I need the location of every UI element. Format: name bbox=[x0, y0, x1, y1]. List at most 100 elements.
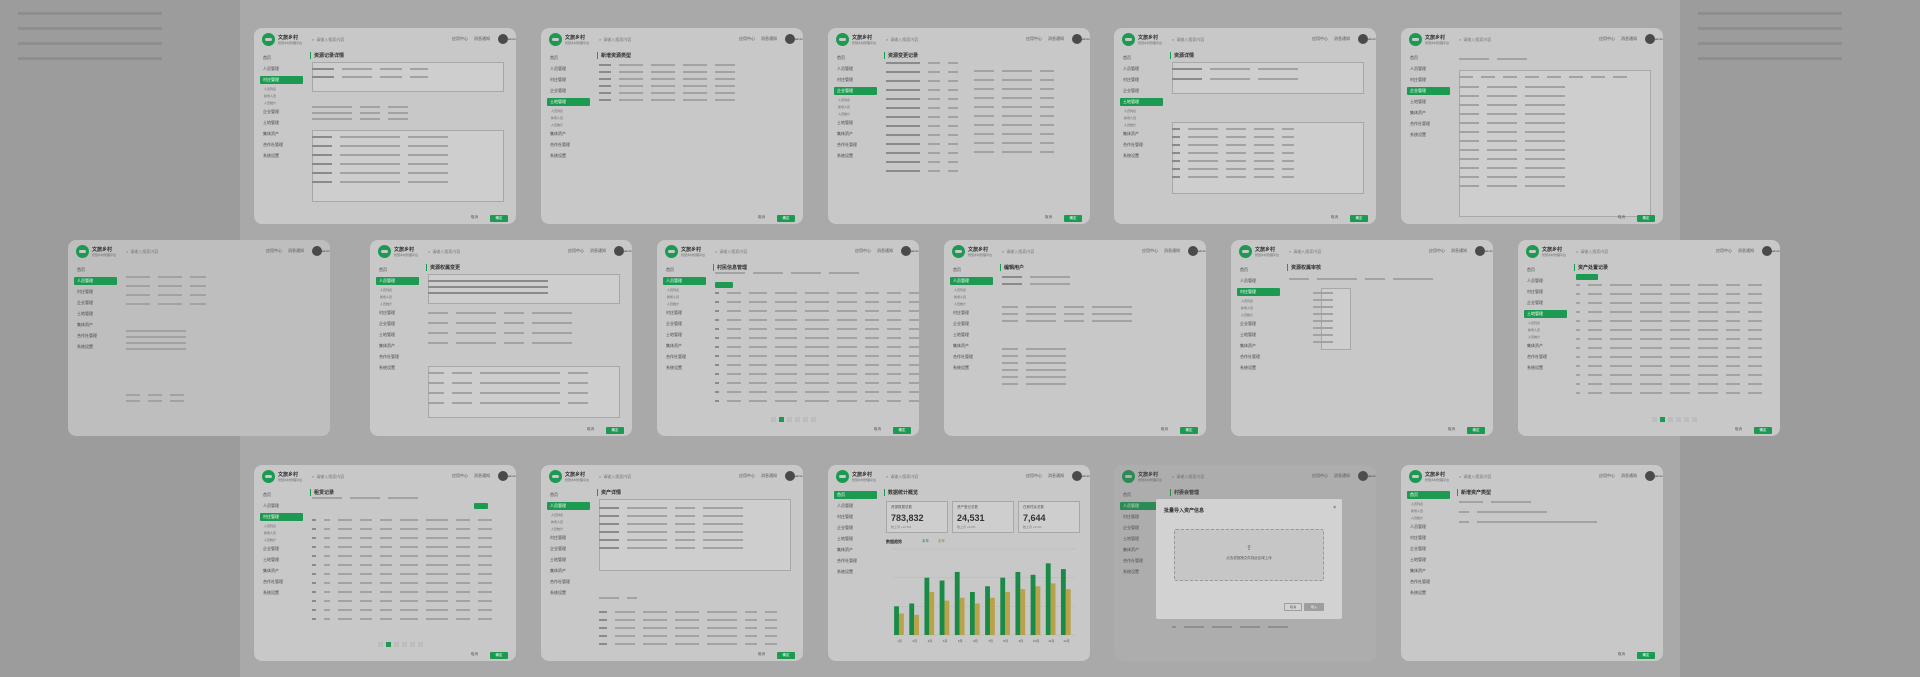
sidebar-item-system[interactable]: 系统设置 bbox=[837, 153, 853, 158]
sidebar-item-enterprise[interactable]: 企业管理 bbox=[550, 88, 566, 93]
app-center-menu[interactable]: 应用中心 bbox=[739, 36, 755, 41]
sidebar-item-village[interactable]: 村庄管理 bbox=[1410, 535, 1426, 540]
bar-current[interactable] bbox=[1000, 577, 1006, 635]
pagination[interactable] bbox=[771, 417, 816, 422]
notification-menu[interactable]: 消息通知 bbox=[1621, 36, 1637, 41]
cancel-button[interactable]: 取消 bbox=[1161, 427, 1168, 431]
sidebar-item-enterprise[interactable]: 企业管理 bbox=[837, 525, 853, 530]
sidebar-item-people[interactable]: 人员管理 bbox=[1123, 66, 1139, 71]
sidebar-item-enterprise[interactable]: 企业管理 bbox=[1410, 546, 1426, 551]
page-button[interactable] bbox=[771, 417, 776, 422]
search-input[interactable]: ⌕ 请输入搜索内容 bbox=[1172, 473, 1234, 480]
bar-previous[interactable] bbox=[1035, 586, 1041, 635]
cancel-button[interactable]: 取消 bbox=[758, 215, 765, 219]
sidebar-subitem[interactable]: 人员列表 bbox=[264, 87, 277, 91]
bar-current[interactable] bbox=[1060, 569, 1066, 635]
sidebar-item-cooperative[interactable]: 合作社管理 bbox=[1123, 558, 1143, 563]
sidebar-item-land[interactable]: 土地管理 bbox=[1240, 332, 1256, 337]
sidebar-subitem[interactable]: 人员统计 bbox=[264, 538, 277, 542]
confirm-button[interactable]: 确定 bbox=[490, 215, 508, 222]
sidebar-subitem[interactable]: 人员列表 bbox=[838, 98, 851, 102]
sidebar-item-system[interactable]: 系统设置 bbox=[1123, 153, 1139, 158]
sidebar-item-people[interactable]: 人员管理 bbox=[376, 277, 419, 285]
sidebar-item-enterprise[interactable]: 企业管理 bbox=[550, 546, 566, 551]
avatar[interactable] bbox=[1072, 34, 1082, 44]
sidebar-item-collective[interactable]: 集体资产 bbox=[379, 343, 395, 348]
sidebar-subitem[interactable]: 新增人员 bbox=[551, 116, 564, 120]
notification-menu[interactable]: 消息通知 bbox=[288, 248, 304, 253]
search-input[interactable]: ⌕ 请输入搜索内容 bbox=[1172, 36, 1234, 43]
sidebar-item-land[interactable]: 土地管理 bbox=[666, 332, 682, 337]
sidebar-subitem[interactable]: 人员统计 bbox=[1124, 123, 1137, 127]
search-input[interactable]: ⌕ 请输入搜索内容 bbox=[1576, 248, 1638, 255]
page-button[interactable] bbox=[795, 417, 800, 422]
pagination[interactable] bbox=[1652, 417, 1697, 422]
sidebar-item-system[interactable]: 系统设置 bbox=[263, 590, 279, 595]
sidebar-item-collective[interactable]: 集体资产 bbox=[263, 131, 279, 136]
sidebar-item-village[interactable]: 村庄管理 bbox=[260, 513, 303, 521]
sidebar-item-system[interactable]: 系统设置 bbox=[77, 344, 93, 349]
search-button[interactable] bbox=[474, 503, 488, 509]
sidebar-item-cooperative[interactable]: 合作社管理 bbox=[837, 142, 857, 147]
sidebar-subitem[interactable]: 人员列表 bbox=[1411, 502, 1424, 506]
notification-menu[interactable]: 消息通知 bbox=[877, 248, 893, 253]
avatar[interactable] bbox=[614, 246, 624, 256]
sidebar-item-village[interactable]: 村庄管理 bbox=[953, 310, 969, 315]
sidebar-item-village[interactable]: 村庄管理 bbox=[379, 310, 395, 315]
sidebar-item-system[interactable]: 系统设置 bbox=[666, 365, 682, 370]
sidebar-subitem[interactable]: 新增人员 bbox=[380, 295, 393, 299]
sidebar-item-system[interactable]: 系统设置 bbox=[263, 153, 279, 158]
sidebar-item-people[interactable]: 人员管理 bbox=[263, 503, 279, 508]
sidebar-item-home[interactable]: 首页 bbox=[1240, 267, 1248, 272]
sidebar-item-village[interactable]: 村庄管理 bbox=[1123, 77, 1139, 82]
sidebar-item-enterprise[interactable]: 企业管理 bbox=[1123, 525, 1139, 530]
cancel-button[interactable]: 取消 bbox=[1618, 652, 1625, 656]
notification-menu[interactable]: 消息通知 bbox=[1621, 473, 1637, 478]
add-button[interactable] bbox=[1576, 274, 1598, 280]
bar-previous[interactable] bbox=[898, 613, 904, 636]
bar-previous[interactable] bbox=[929, 592, 935, 635]
notification-menu[interactable]: 消息通知 bbox=[590, 248, 606, 253]
cancel-button[interactable]: 取消 bbox=[874, 427, 881, 431]
app-center-menu[interactable]: 应用中心 bbox=[1429, 248, 1445, 253]
sidebar-item-system[interactable]: 系统设置 bbox=[837, 569, 853, 574]
sidebar-item-village[interactable]: 村庄管理 bbox=[837, 514, 853, 519]
sidebar-subitem[interactable]: 人员统计 bbox=[1411, 516, 1424, 520]
avatar[interactable] bbox=[1645, 471, 1655, 481]
notification-menu[interactable]: 消息通知 bbox=[474, 473, 490, 478]
sidebar-item-people[interactable]: 人员管理 bbox=[663, 277, 706, 285]
cancel-button[interactable]: 取消 bbox=[471, 652, 478, 656]
sidebar-item-collective[interactable]: 集体资产 bbox=[550, 131, 566, 136]
bar-current[interactable] bbox=[969, 592, 975, 635]
sidebar-item-system[interactable]: 系统设置 bbox=[1527, 365, 1543, 370]
sidebar-item-land[interactable]: 土地管理 bbox=[953, 332, 969, 337]
sidebar-item-cooperative[interactable]: 合作社管理 bbox=[379, 354, 399, 359]
sidebar-subitem[interactable]: 人员统计 bbox=[264, 101, 277, 105]
sidebar-item-land[interactable]: 土地管理 bbox=[263, 557, 279, 562]
confirm-button[interactable]: 确定 bbox=[1754, 427, 1772, 434]
sidebar-subitem[interactable]: 人员统计 bbox=[667, 302, 680, 306]
sidebar-item-enterprise[interactable]: 企业管理 bbox=[263, 109, 279, 114]
avatar[interactable] bbox=[498, 34, 508, 44]
search-input[interactable]: ⌕ 请输入搜索内容 bbox=[1289, 248, 1351, 255]
sidebar-subitem[interactable]: 人员统计 bbox=[1241, 313, 1254, 317]
app-center-menu[interactable]: 应用中心 bbox=[1142, 248, 1158, 253]
search-input[interactable]: ⌕ 请输入搜索内容 bbox=[1459, 473, 1521, 480]
page-button[interactable] bbox=[386, 642, 391, 647]
sidebar-item-people[interactable]: 人员管理 bbox=[1120, 502, 1163, 510]
search-input[interactable]: ⌕ 请输入搜索内容 bbox=[312, 473, 374, 480]
sidebar-subitem[interactable]: 新增人员 bbox=[1411, 509, 1424, 513]
sidebar-item-cooperative[interactable]: 合作社管理 bbox=[550, 579, 570, 584]
confirm-button[interactable]: 确定 bbox=[606, 427, 624, 434]
sidebar-item-collective[interactable]: 集体资产 bbox=[77, 322, 93, 327]
sidebar-item-system[interactable]: 系统设置 bbox=[1410, 132, 1426, 137]
bar-previous[interactable] bbox=[1020, 589, 1026, 635]
sidebar-subitem[interactable]: 新增人员 bbox=[667, 295, 680, 299]
sidebar-item-village[interactable]: 村庄管理 bbox=[260, 76, 303, 84]
sidebar-subitem[interactable]: 人员列表 bbox=[264, 524, 277, 528]
bar-previous[interactable] bbox=[914, 614, 919, 635]
page-button[interactable] bbox=[779, 417, 784, 422]
sidebar-item-land[interactable]: 土地管理 bbox=[547, 98, 590, 106]
sidebar-item-collective[interactable]: 集体资产 bbox=[1123, 547, 1139, 552]
sidebar-item-land[interactable]: 土地管理 bbox=[1410, 99, 1426, 104]
